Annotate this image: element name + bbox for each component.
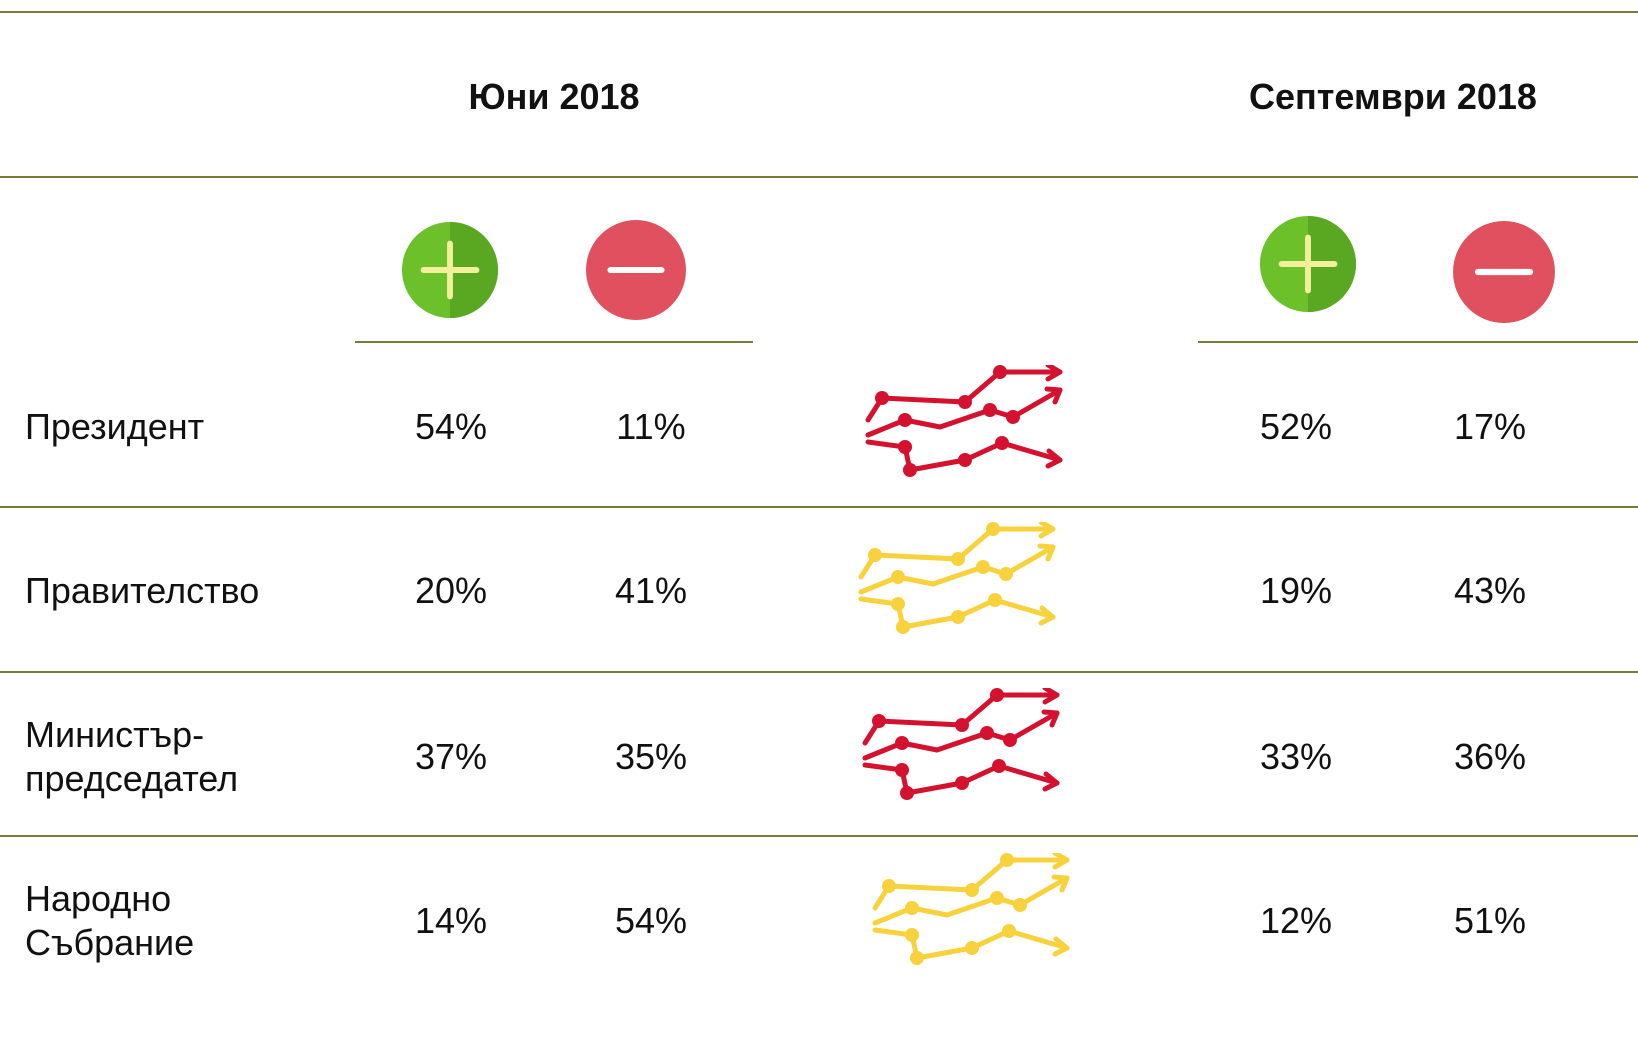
cell-value: 37% (414, 736, 488, 777)
cell-value: 51% (1453, 900, 1527, 941)
cell-value: 52% (1259, 406, 1333, 447)
rule (1198, 341, 1638, 343)
rule (0, 176, 1638, 178)
cell-value: 11% (616, 406, 686, 447)
trend-icon (858, 522, 1058, 637)
cell-value: 33% (1259, 736, 1333, 777)
minus-icon (1452, 220, 1556, 324)
trend-icon (862, 688, 1062, 803)
cell-value: 54% (414, 406, 488, 447)
trend-icon (872, 853, 1072, 968)
plus-icon (1259, 215, 1357, 313)
cell-value: 20% (414, 570, 488, 611)
row-label: Министър- председател (25, 714, 239, 799)
cell-value: 43% (1453, 570, 1527, 611)
minus-icon (585, 219, 687, 321)
cell-value: 35% (614, 736, 688, 777)
column-header: Юни 2018 (468, 76, 640, 117)
trend-icon (865, 365, 1065, 480)
rule (355, 341, 753, 343)
row-label: Президент (25, 406, 205, 447)
row-label: Народно Събрание (25, 878, 195, 963)
cell-value: 19% (1259, 570, 1333, 611)
rule (0, 671, 1638, 673)
cell-value: 17% (1453, 406, 1527, 447)
rule (0, 11, 1638, 13)
column-header: Септември 2018 (1249, 76, 1537, 117)
rule (0, 506, 1638, 508)
rule (0, 835, 1638, 837)
cell-value: 36% (1453, 736, 1527, 777)
plus-icon (401, 221, 499, 319)
row-label: Правителство (25, 570, 260, 611)
cell-value: 41% (614, 570, 688, 611)
cell-value: 54% (614, 900, 688, 941)
cell-value: 14% (414, 900, 488, 941)
cell-value: 12% (1259, 900, 1333, 941)
